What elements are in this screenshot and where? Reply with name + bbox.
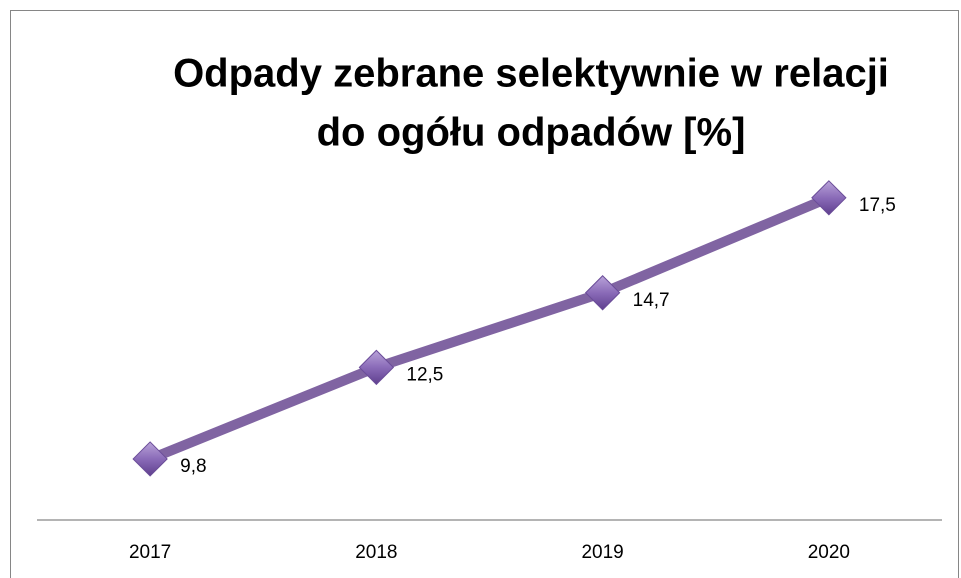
data-label: 12,5: [406, 364, 443, 385]
data-label: 14,7: [633, 290, 670, 311]
x-tick-label: 2019: [581, 542, 623, 563]
chart-title: do ogółu odpadów [%]: [317, 111, 746, 155]
x-tick-label: 2018: [355, 542, 397, 563]
chart-title: Odpady zebrane selektywnie w relacji: [173, 52, 889, 96]
marker: [358, 349, 395, 386]
x-tick-label: 2020: [808, 542, 850, 563]
series-line: [148, 193, 831, 464]
data-label: 9,8: [180, 456, 206, 477]
marker: [132, 441, 168, 477]
marker: [584, 275, 621, 311]
chart-border: [10, 10, 959, 578]
data-label: 17,5: [859, 195, 896, 216]
x-tick-label: 2017: [129, 542, 171, 563]
marker: [811, 180, 847, 216]
